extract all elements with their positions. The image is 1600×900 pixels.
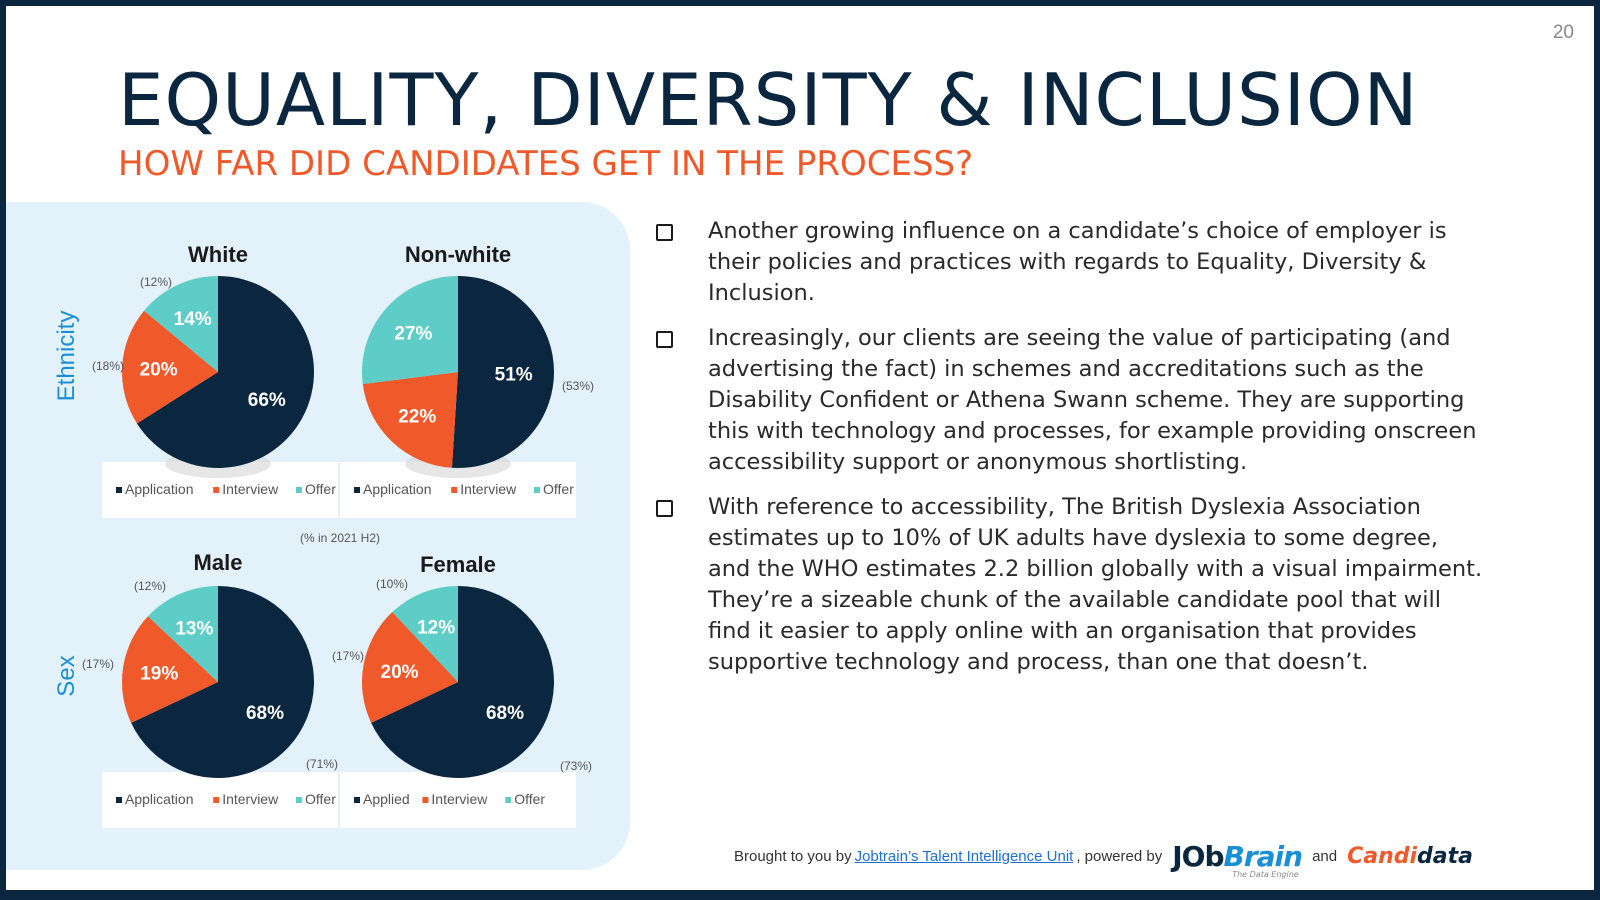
bullet-text: With reference to accessibility, The Bri… xyxy=(708,494,1483,675)
page-title: EQUALITY, DIVERSITY & INCLUSION xyxy=(118,58,1419,142)
pie-slice xyxy=(148,586,218,682)
pie-slice xyxy=(122,310,218,424)
candidata-logo: Candidata xyxy=(1347,844,1473,869)
bullet-text: Another growing influence on a candidate… xyxy=(708,218,1447,306)
pie-comparison-label: (12%) xyxy=(140,275,172,289)
pie-slice xyxy=(362,612,458,723)
pie-title: Non-white xyxy=(405,242,511,267)
pie-comparison-label: (17%) xyxy=(332,649,364,663)
candidata-logo-b: data xyxy=(1417,843,1474,869)
pie-comparison-label: (71%) xyxy=(306,757,338,771)
pie-data-label: 22% xyxy=(398,406,436,427)
pie-slice xyxy=(361,276,458,385)
pie-data-label: 68% xyxy=(486,703,524,724)
pie-data-label: 51% xyxy=(495,365,533,386)
pie-slice xyxy=(392,586,458,682)
pie-slice xyxy=(371,586,554,778)
pie-comparison-label: (12%) xyxy=(134,579,166,593)
legend-label: Interview xyxy=(460,481,517,497)
legend-label: Offer xyxy=(543,481,574,497)
slide-number: 20 xyxy=(1552,22,1574,43)
footer-prefix: Brought to you by xyxy=(734,847,852,865)
bullet-list: Another growing influence on a candidate… xyxy=(656,216,1486,692)
pie-comparison-label: (53%) xyxy=(562,379,594,393)
page-subtitle: HOW FAR DID CANDIDATES GET IN THE PROCES… xyxy=(118,144,974,184)
pie-data-label: 13% xyxy=(175,618,213,639)
legend-label: Interview xyxy=(222,481,279,497)
candidata-logo-a: Candi xyxy=(1347,843,1418,869)
bullet-text: Increasingly, our clients are seeing the… xyxy=(708,325,1477,475)
legend-label: Offer xyxy=(514,791,545,807)
pie-title: White xyxy=(188,242,248,267)
pie-data-label: 66% xyxy=(248,390,286,411)
footer: Brought to you by Jobtrain’s Talent Inte… xyxy=(734,836,1473,879)
pie-data-label: 20% xyxy=(381,662,419,683)
footer-middle: , powered by xyxy=(1076,847,1163,865)
bullet-item: Another growing influence on a candidate… xyxy=(656,216,1486,309)
legend-label: Offer xyxy=(305,481,336,497)
legend-box xyxy=(340,772,576,828)
slide: 20 EQUALITY, DIVERSITY & INCLUSION HOW F… xyxy=(6,6,1594,890)
pie-slice xyxy=(136,276,314,469)
pie-slice xyxy=(131,586,315,778)
legend-swatch xyxy=(534,487,540,493)
checkbox-bullet-icon xyxy=(656,331,673,348)
pie-data-label: 19% xyxy=(140,664,178,685)
jobbrain-tagline: The Data Engine xyxy=(1232,869,1299,879)
legend-label: Interview xyxy=(222,791,279,807)
pie-comparison-label: (73%) xyxy=(560,759,592,773)
pie-data-label: 27% xyxy=(394,324,432,345)
pie-slice xyxy=(122,616,218,723)
row-label-ethnicity: Ethnicity xyxy=(53,311,80,402)
pie-data-label: 68% xyxy=(246,703,284,724)
legend-swatch xyxy=(451,487,458,493)
pie-data-label: 20% xyxy=(140,359,178,380)
talent-intelligence-link[interactable]: Jobtrain’s Talent Intelligence Unit xyxy=(854,847,1074,865)
jobbrain-logo: JObBrain The Data Engine xyxy=(1172,839,1303,879)
legend-swatch xyxy=(354,487,360,493)
pie-title: Male xyxy=(194,550,243,575)
legend-label: Interview xyxy=(431,791,488,807)
legend-swatch xyxy=(116,797,122,803)
legend-label: Offer xyxy=(305,791,336,807)
legend-swatch xyxy=(354,797,360,803)
pie-comparison-label: (18%) xyxy=(92,359,124,373)
footer-and: and xyxy=(1312,847,1338,865)
pie-data-label: 12% xyxy=(417,618,455,639)
period-note: (% in 2021 H2) xyxy=(300,531,380,545)
pie-slice xyxy=(451,276,554,468)
legend-swatch xyxy=(296,797,302,803)
legend-label: Applied xyxy=(363,791,410,807)
legend-swatch xyxy=(116,487,122,493)
pie-comparison-label: (10%) xyxy=(376,577,408,591)
legend-label: Application xyxy=(363,481,432,497)
pie-data-label: 14% xyxy=(174,309,212,330)
pie-comparison-label: (17%) xyxy=(82,657,114,671)
pie-slice xyxy=(362,372,458,468)
bullet-item: Increasingly, our clients are seeing the… xyxy=(656,323,1486,478)
jobbrain-logo-job: JOb xyxy=(1172,839,1224,873)
checkbox-bullet-icon xyxy=(656,500,673,517)
legend-swatch xyxy=(213,797,220,803)
legend-swatch xyxy=(296,487,302,493)
pie-slice xyxy=(144,276,218,372)
legend-label: Application xyxy=(125,791,194,807)
jobbrain-logo-brain: Brain xyxy=(1223,839,1303,873)
legend-swatch xyxy=(422,797,429,803)
pie-title: Female xyxy=(420,552,496,577)
checkbox-bullet-icon xyxy=(656,224,673,241)
legend-label: Application xyxy=(125,481,194,497)
legend-swatch xyxy=(213,487,220,493)
row-label-sex: Sex xyxy=(53,655,80,696)
legend-swatch xyxy=(505,797,512,803)
bullet-item: With reference to accessibility, The Bri… xyxy=(656,492,1486,678)
